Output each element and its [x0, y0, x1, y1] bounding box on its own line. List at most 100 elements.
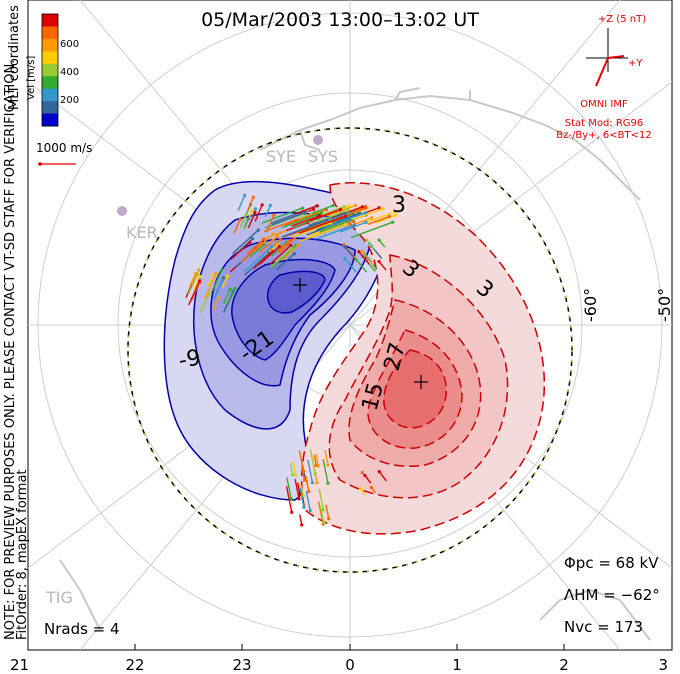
velocity-vector [191, 269, 200, 284]
colorbar-tick-400: 400 [60, 67, 79, 78]
mlt-tick-label: 3 [658, 656, 668, 674]
mlt-tick-label: 22 [125, 656, 144, 674]
velocity-vector-origin [343, 245, 347, 249]
radar-count: Nrads = 4 [44, 620, 120, 638]
velocity-vector-origin [297, 497, 301, 501]
velocity-vector-origin [270, 245, 274, 249]
velocity-vector [277, 239, 291, 253]
velocity-vector [298, 450, 305, 472]
velocity-vector [367, 215, 390, 225]
velocity-vector [299, 223, 347, 242]
positive-cell-core [383, 349, 447, 429]
latitude-label-50: -50° [655, 288, 674, 322]
velocity-vector [378, 261, 387, 271]
velocity-vector-origin [365, 238, 369, 242]
velocity-vector [325, 504, 330, 519]
velocity-vector [353, 207, 384, 221]
velocity-vector-origin [289, 246, 293, 251]
velocity-vector [244, 252, 270, 276]
velocity-vector [307, 459, 314, 483]
vector-count: Nvc = 173 [564, 618, 643, 636]
velocity-vector-origin [377, 206, 381, 210]
velocity-vector-origin [315, 204, 319, 208]
velocity-vector [292, 460, 297, 476]
colorbar-swatch [42, 14, 58, 27]
velocity-vector-origin [394, 213, 398, 217]
velocity-vector [204, 273, 217, 299]
mlt-tick-label: 23 [232, 656, 251, 674]
velocity-vector-origin [313, 472, 317, 476]
velocity-vector [281, 219, 328, 238]
velocity-vector [313, 455, 317, 466]
latitude-label-60: -60° [581, 288, 600, 322]
velocity-vector-origin [370, 216, 374, 220]
velocity-vector [290, 222, 325, 236]
velocity-vector-origin [302, 478, 307, 482]
velocity-vector-origin [251, 195, 255, 199]
velocity-vector [294, 479, 300, 500]
map-title: 05/Mar/2003 13:00–13:02 UT [201, 9, 479, 31]
velocity-vector [319, 505, 325, 523]
velocity-vector [339, 221, 367, 233]
velocity-vector-origin [322, 520, 326, 524]
mlt-tick-label: 1 [452, 656, 462, 674]
imf-model-line-1: Stat Mod: RG96 [565, 118, 644, 129]
velocity-vector-origin [391, 220, 395, 224]
velocity-vector [350, 221, 393, 239]
velocity-vector-origin [217, 296, 221, 300]
boundary-markers [127, 127, 573, 573]
velocity-vector-origin [369, 485, 374, 490]
velocity-vector-origin [312, 207, 316, 212]
velocity-vector [344, 246, 354, 258]
velocity-vector [237, 195, 246, 211]
velocity-vector [222, 288, 231, 305]
velocity-vector [293, 222, 331, 238]
velocity-vector-origin [271, 232, 275, 236]
coordinate-system-label: MLT coordinates [7, 5, 22, 110]
mlt-axis: 21 22 23 0 1 2 3 [10, 644, 673, 674]
velocity-vector-origin [256, 228, 260, 232]
vector-scale-label: 1000 m/s [36, 141, 92, 155]
velocity-vector [212, 297, 220, 311]
velocity-vector [378, 471, 387, 482]
velocity-vector-origin [291, 473, 295, 477]
velocity-vector-origin [260, 203, 264, 207]
velocity-vector-origin [387, 214, 392, 218]
velocity-vector [187, 280, 201, 306]
velocity-vector-origin [347, 204, 352, 208]
velocity-vector [364, 474, 372, 484]
velocity-vector-origin [316, 464, 320, 468]
velocity-vector [269, 244, 292, 265]
velocity-vector [240, 242, 263, 263]
polar-cap-potential: Φpc = 68 kV [564, 554, 659, 572]
velocity-vectors [185, 193, 398, 527]
imf-source-label: OMNI IMF [580, 99, 628, 110]
velocity-vector [285, 486, 293, 513]
velocity-vector [309, 449, 316, 474]
colorbar-tick-200: 200 [60, 95, 79, 106]
velocity-vector-origin [292, 237, 297, 241]
colorbar-swatch [42, 26, 58, 40]
velocity-vector-origin [197, 268, 201, 272]
velocity-vector-origin [253, 207, 258, 211]
velocity-vector-origin [302, 505, 306, 509]
velocity-vector [336, 213, 359, 223]
velocity-vector [366, 239, 374, 249]
velocity-vector [315, 224, 355, 240]
harang-latitude: ΛHM = −62° [564, 586, 660, 604]
velocity-vector [300, 484, 304, 496]
velocity-vector [210, 269, 223, 294]
colorbar-swatch [42, 38, 58, 52]
velocity-vector-origin [198, 274, 202, 279]
station-label-tig: TIG [45, 588, 73, 607]
velocity-vector [271, 211, 306, 226]
velocity-vector [233, 219, 241, 234]
colorbar-label: Vel [m/s] [26, 56, 37, 100]
velocity-vector [207, 274, 214, 287]
velocity-vector-origin [268, 203, 272, 207]
station-label-sys: SYS [308, 147, 338, 166]
velocity-vector-origin [343, 256, 347, 261]
velocity-vector-origin [377, 238, 381, 242]
velocity-vector [270, 248, 292, 268]
